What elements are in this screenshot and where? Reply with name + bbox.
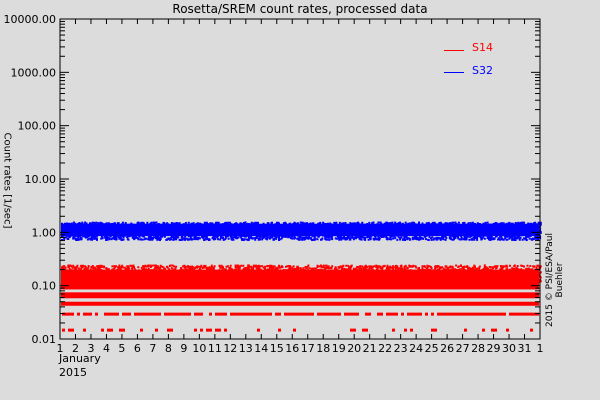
- x-tick-label: 20: [347, 342, 361, 355]
- x-tick-label: 1: [57, 342, 64, 355]
- x-tick-label: 26: [440, 342, 454, 355]
- x-tick-label: 17: [301, 342, 315, 355]
- x-tick-label: 16: [285, 342, 299, 355]
- x-tick-label: 28: [471, 342, 485, 355]
- x-tick-label: 7: [149, 342, 156, 355]
- x-tick-label: 18: [316, 342, 330, 355]
- x-month-label: January: [59, 352, 101, 365]
- x-tick-label: 25: [425, 342, 439, 355]
- legend-label-s32: S32: [472, 64, 493, 77]
- x-tick-label: 3: [87, 342, 94, 355]
- x-tick-label: 6: [134, 342, 141, 355]
- y-axis-label: Count rates [1/sec]: [1, 132, 13, 229]
- x-tick-label: 14: [254, 342, 268, 355]
- legend-label-s14: S14: [472, 41, 493, 54]
- x-tick-label: 31: [518, 342, 532, 355]
- y-tick-label: 0.01: [32, 333, 57, 346]
- x-tick-label: 12: [223, 342, 237, 355]
- x-tick-label: 8: [165, 342, 172, 355]
- x-tick-label: 5: [118, 342, 125, 355]
- x-tick-label: 19: [332, 342, 346, 355]
- x-tick-label: 11: [208, 342, 222, 355]
- x-tick-label: 15: [270, 342, 284, 355]
- credit-text: 2015 © PSI/ESA/Paul Buehler: [545, 233, 565, 327]
- x-tick-label: 24: [409, 342, 423, 355]
- x-year-label: 2015: [59, 366, 87, 379]
- x-tick-label: 13: [239, 342, 253, 355]
- x-tick-label: 23: [394, 342, 408, 355]
- x-tick-label: 21: [363, 342, 377, 355]
- y-tick-label: 1000.00: [11, 66, 57, 79]
- chart-title: Rosetta/SREM count rates, processed data: [172, 2, 428, 16]
- x-tick-label: 27: [456, 342, 470, 355]
- legend-line-s32: [444, 72, 464, 73]
- y-tick-label: 0.10: [32, 280, 57, 293]
- x-tick-label: 10: [192, 342, 206, 355]
- data-points: [61, 221, 542, 332]
- x-tick-label: 1: [537, 342, 544, 355]
- x-tick-label: 22: [378, 342, 392, 355]
- legend-line-s14: [444, 50, 464, 51]
- x-tick-label: 30: [502, 342, 516, 355]
- x-tick-label: 29: [487, 342, 501, 355]
- y-tick-label: 100.00: [18, 120, 57, 133]
- y-tick-label: 1.00: [32, 226, 57, 239]
- x-tick-label: 9: [180, 342, 187, 355]
- x-tick-label: 2: [72, 342, 79, 355]
- x-tick-label: 4: [103, 342, 110, 355]
- y-tick-label: 10.00: [25, 173, 57, 186]
- y-tick-label: 10000.00: [4, 13, 57, 26]
